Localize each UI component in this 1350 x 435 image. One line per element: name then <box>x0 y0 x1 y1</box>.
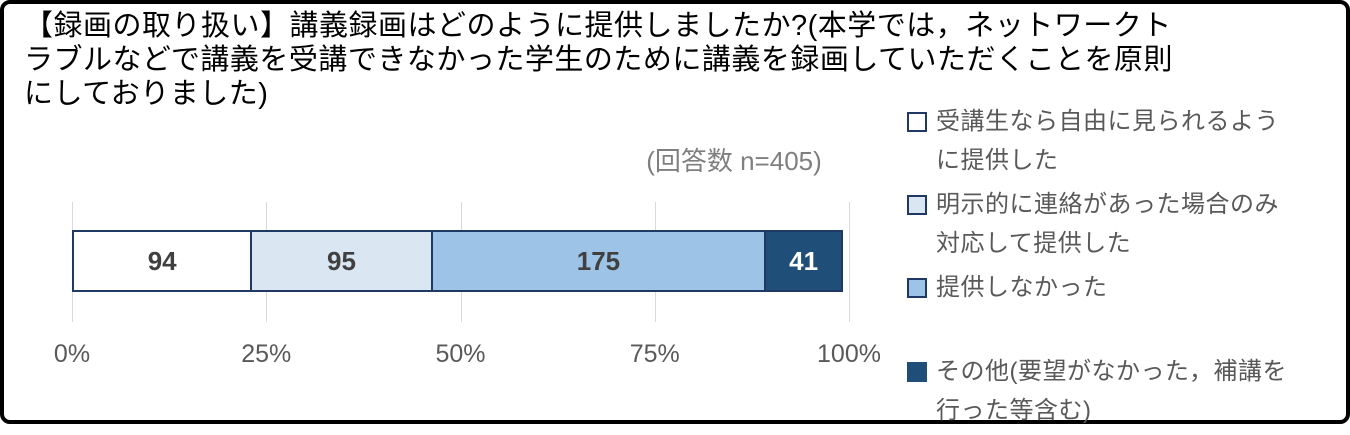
response-count-label: (回答数 n=405) <box>646 146 822 176</box>
legend-swatch <box>907 278 927 298</box>
x-axis-tick-label: 50% <box>435 340 486 368</box>
x-axis-tick-label: 25% <box>241 340 292 368</box>
legend-item-4: その他(要望がなかった，補講を 行った等含む) <box>907 352 1347 430</box>
legend-label: 明示的に連絡があった場合のみ 対応して提供した <box>936 191 1279 257</box>
legend-item-3: 提供しなかった <box>907 268 1347 307</box>
legend-item-1: 受講生なら自由に見られるよう に提供した <box>907 102 1347 180</box>
chart-title-line-1: 【録画の取り扱い】講義録画はどのように提供しましたか?(本学では，ネットワークト <box>24 10 1172 42</box>
legend-label: 提供しなかった <box>936 274 1108 301</box>
bar-segment-4: 41 <box>764 230 843 292</box>
legend-swatch <box>907 195 927 215</box>
stacked-bar: 94 95 175 41 <box>72 230 849 292</box>
x-axis-tick-label: 75% <box>629 340 680 368</box>
bar-segment-value: 41 <box>789 245 819 276</box>
bar-segment-value: 175 <box>576 245 621 276</box>
chart-title-line-3: にしておりました) <box>24 78 269 110</box>
plot-area: 0% 25% 50% 75% 100% <box>4 4 1346 420</box>
legend-swatch <box>907 112 927 132</box>
legend-label: その他(要望がなかった，補講を 行った等含む) <box>936 358 1288 424</box>
x-axis-tick-label: 0% <box>53 340 91 368</box>
bar-segment-2: 95 <box>250 230 433 292</box>
legend: 受講生なら自由に見られるよう に提供した 明示的に連絡があった場合のみ 対応して提供し… <box>907 102 1347 435</box>
x-axis-tick-label: 100% <box>817 340 881 368</box>
chart-title: 【録画の取り扱い】講義録画はどのように提供しましたか?(本学では，ネットワークト… <box>24 9 1336 111</box>
bar-segment-3: 175 <box>430 230 767 292</box>
gridline <box>849 202 850 322</box>
chart-title-line-2: ラブルなどで講義を受講できなかった学生のために講義を録画していただくことを原則 <box>24 44 1174 76</box>
bar-segment-value: 95 <box>326 245 356 276</box>
legend-label: 受講生なら自由に見られるよう に提供した <box>936 108 1279 174</box>
chart-frame: 【録画の取り扱い】講義録画はどのように提供しましたか?(本学では，ネットワークト… <box>0 0 1350 424</box>
legend-swatch <box>907 362 927 382</box>
bar-segment-value: 94 <box>147 245 177 276</box>
bar-segment-1: 94 <box>72 230 253 292</box>
legend-item-2: 明示的に連絡があった場合のみ 対応して提供した <box>907 185 1347 263</box>
